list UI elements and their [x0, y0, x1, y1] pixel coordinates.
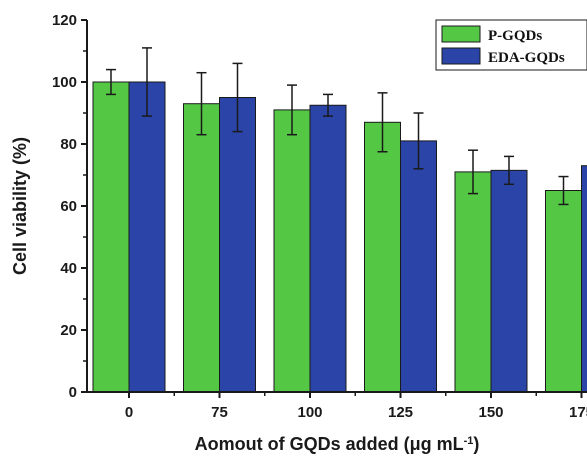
bar-p-gqds-75	[183, 103, 220, 393]
y-tick-label: 80	[60, 136, 77, 153]
y-tick-label: 20	[60, 322, 77, 339]
x-tick-label: 175	[569, 404, 587, 421]
y-axis-title: Cell viability (%)	[10, 137, 30, 275]
legend: P-GQDs EDA-GQDs	[435, 19, 587, 71]
x-axis-title: Aomout of GQDs added (μg mL-1)	[195, 434, 480, 454]
x-tick-label: 0	[125, 404, 133, 421]
x-axis-title-superscript: -1	[464, 435, 474, 447]
x-tick-label: 75	[211, 404, 228, 421]
bar-p-gqds-100	[273, 109, 311, 393]
x-axis-title-main: Aomout of GQDs added (μg mL	[195, 434, 464, 454]
x-tick-label: 125	[388, 404, 413, 421]
y-tick-label: 120	[52, 12, 77, 29]
legend-swatch	[441, 25, 481, 43]
y-tick-label: 60	[60, 198, 77, 215]
y-tick-label: 0	[69, 384, 77, 401]
bar-p-gqds-175	[545, 190, 582, 393]
legend-swatch	[441, 47, 481, 65]
bar-p-gqds-150	[454, 171, 492, 393]
bar-eda-gqds-100	[309, 104, 347, 393]
x-axis-ticks: 0 75 100 125 150 175	[125, 392, 587, 421]
y-axis-ticks: 0 20 40 60 80 100 120	[52, 12, 87, 401]
bar-eda-gqds-125	[400, 140, 437, 393]
x-axis-title-suffix: )	[473, 434, 479, 454]
bar-p-gqds-0	[92, 81, 130, 393]
bars-group	[92, 81, 587, 393]
bar-eda-gqds-0	[128, 81, 166, 393]
bar-eda-gqds-75	[219, 97, 256, 393]
legend-label: P-GQDs	[488, 28, 542, 44]
x-tick-label: 150	[478, 404, 503, 421]
bar-p-gqds-125	[364, 121, 401, 393]
x-tick-label: 100	[297, 404, 322, 421]
y-tick-label: 100	[52, 74, 77, 91]
bar-eda-gqds-175	[581, 165, 587, 393]
legend-label: EDA-GQDs	[488, 50, 565, 66]
bar-eda-gqds-150	[490, 169, 528, 393]
y-tick-label: 40	[60, 260, 77, 277]
error-bars-group	[106, 47, 569, 206]
